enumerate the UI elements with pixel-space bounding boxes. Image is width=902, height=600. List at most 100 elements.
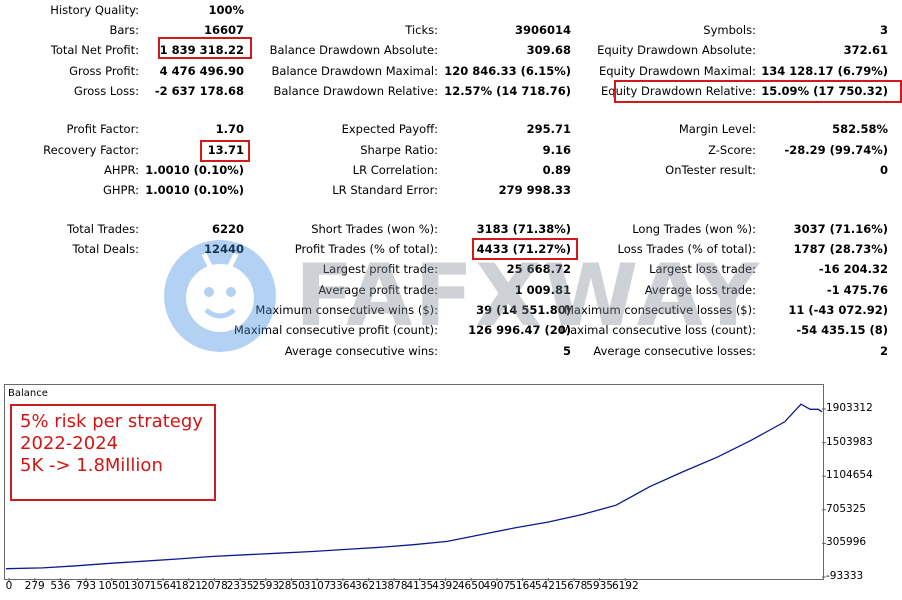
col2-label-13: Maximal consecutive profit (count): (233, 323, 438, 337)
col2-label-8: Short Trades (won %): (311, 222, 438, 236)
col1-value-8: 1.0010 (0.10%) (145, 183, 244, 197)
x-tick-label: 1307 (124, 580, 151, 592)
col2-label-4: Expected Payoff: (341, 122, 438, 136)
x-tick-label: 2335 (226, 580, 254, 592)
col2-value-0: 3906014 (514, 23, 571, 37)
x-tick-label: 0 (5, 580, 13, 592)
col3-label-13: Average consecutive losses: (593, 344, 756, 358)
report-stats: History Quality: 100% Bars: 16607 Total Net … (43, 3, 888, 358)
x-tick-label: 2850 (278, 580, 305, 592)
col2-label-11: Average profit trade: (318, 283, 438, 297)
col2-value-10: 25 668.72 (506, 262, 571, 276)
annotation-box: 5% risk per strategy 2022-2024 5K -> 1.8… (10, 404, 216, 501)
col2-value-11: 1 009.81 (514, 283, 571, 297)
col3-value-10: -1 475.76 (826, 283, 888, 297)
chart-title: Balance (8, 388, 48, 399)
y-tick-label: -93333 (826, 570, 864, 582)
x-tick-label: 3621 (355, 580, 382, 592)
x-tick-label: 536 (50, 580, 71, 592)
col3-value-9: -16 204.32 (818, 262, 888, 276)
col1-label-4: Gross Loss: (73, 84, 139, 98)
col1-value-6: 13.71 (207, 143, 244, 157)
col2-label-10: Largest profit trade: (322, 262, 438, 276)
col2-value-1: 309.68 (526, 43, 571, 57)
x-tick-label: 4135 (406, 580, 434, 592)
col1-value-5: 1.70 (215, 122, 244, 136)
x-tick-label: 279 (24, 580, 45, 592)
col3-label-9: Largest loss trade: (649, 262, 756, 276)
x-tick-label: 793 (76, 580, 97, 592)
x-tick-label: 6192 (611, 580, 639, 592)
col1-label-1: Bars: (109, 23, 139, 37)
col3-label-11: Maximum consecutive losses ($): (564, 303, 756, 317)
col2-value-14: 5 (562, 344, 571, 358)
col1-value-0: 100% (208, 3, 244, 17)
col1-value-1: 16607 (203, 23, 244, 37)
x-tick-label: 4907 (483, 580, 511, 592)
col2-value-4: 295.71 (526, 122, 571, 136)
col1-label-5: Profit Factor: (66, 122, 139, 136)
highlight-recovery-factor (200, 140, 250, 162)
col3-label-5: Z-Score: (708, 143, 756, 157)
col2-value-9: 4433 (71.27%) (476, 242, 571, 256)
col3-label-3: Equity Drawdown Relative: (601, 84, 756, 98)
col2-label-9: Profit Trades (% of total): (294, 242, 438, 256)
col1-label-8: GHPR: (102, 183, 139, 197)
x-tick-label: 5678 (560, 580, 588, 592)
col2-value-12: 39 (14 551.80) (476, 303, 571, 317)
col2-value-2: 120 846.33 (6.15%) (444, 64, 571, 78)
col2-label-14: Average consecutive wins: (284, 344, 438, 358)
col3-value-7: 3037 (71.16%) (793, 222, 888, 236)
col3-value-12: -54 435.15 (8) (796, 323, 888, 337)
col1-label-7: AHPR: (104, 163, 139, 177)
annotation-line-3: 5K -> 1.8Million (20, 455, 163, 476)
col3-label-8: Loss Trades (% of total): (617, 242, 756, 256)
col2-label-7: LR Standard Error: (332, 183, 438, 197)
x-tick-label: 1564 (149, 580, 177, 592)
col3-label-2: Equity Drawdown Maximal: (598, 64, 756, 78)
x-tick-label: 1821 (175, 580, 203, 592)
annotation-line-1: 5% risk per strategy (20, 411, 203, 432)
x-tick-label: 2593 (252, 580, 280, 592)
balance-series-line (5, 403, 823, 570)
col3-label-1: Equity Drawdown Absolute: (597, 43, 756, 57)
col2-label-3: Balance Drawdown Relative: (273, 84, 439, 98)
col1-value-9: 6220 (211, 222, 244, 236)
y-tick-label: 305996 (826, 536, 867, 549)
y-tick-label: 705325 (826, 502, 867, 515)
y-tick-label: 1104654 (826, 469, 873, 482)
x-tick-label: 2078 (201, 580, 228, 592)
col2-label-5: Sharpe Ratio: (360, 143, 438, 157)
col3-label-12: Maximal consecutive loss (count): (560, 323, 756, 337)
col3-value-8: 1787 (28.73%) (793, 242, 888, 256)
col1-label-6: Recovery Factor: (43, 143, 139, 157)
col3-value-3: 15.09% (17 750.32) (761, 84, 888, 98)
col3-value-4: 582.58% (832, 122, 888, 136)
col2-value-13: 126 996.47 (20) (468, 323, 571, 337)
col1-label-9: Total Trades: (67, 222, 139, 236)
col2-label-12: Maximum consecutive wins ($): (255, 303, 438, 317)
x-tick-label: 5935 (586, 580, 613, 592)
col1-label-3: Gross Profit: (69, 64, 139, 78)
x-tick-label: 3107 (303, 580, 331, 592)
col2-label-2: Balance Drawdown Maximal: (271, 64, 438, 78)
col3-value-11: 11 (-43 072.92) (788, 303, 888, 317)
col3-value-2: 134 128.17 (6.79%) (761, 64, 888, 78)
annotation-line-2: 2022-2024 (20, 433, 119, 454)
x-tick-label: 5421 (534, 580, 562, 592)
col3-label-7: Long Trades (won %): (632, 222, 756, 236)
col3-label-10: Average loss trade: (644, 283, 756, 297)
x-tick-label: 5164 (509, 580, 536, 592)
col2-value-6: 0.89 (542, 163, 571, 177)
y-tick-label: 1503983 (826, 435, 873, 448)
highlight-profit-trades (472, 238, 578, 260)
col3-value-5: -28.29 (99.74%) (784, 143, 888, 157)
col1-label-0: History Quality: (50, 3, 139, 17)
highlight-equity-drawdown-relative (614, 80, 902, 103)
col2-value-8: 3183 (71.38%) (476, 222, 571, 236)
col3-value-6: 0 (879, 163, 888, 177)
x-tick-label: 3878 (380, 580, 408, 592)
x-tick-label: 1050 (98, 580, 126, 592)
col3-label-0: Symbols: (703, 23, 756, 37)
